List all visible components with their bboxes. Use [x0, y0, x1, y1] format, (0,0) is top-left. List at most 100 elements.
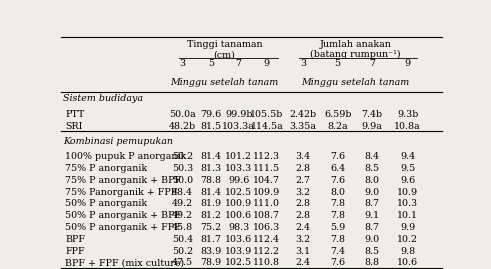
Text: 7.6: 7.6 — [330, 152, 345, 161]
Text: 112.3: 112.3 — [253, 152, 280, 161]
Text: 48.4: 48.4 — [172, 188, 193, 197]
Text: 9.0: 9.0 — [364, 188, 380, 197]
Text: 47.5: 47.5 — [172, 259, 193, 267]
Text: PTT: PTT — [65, 110, 84, 119]
Text: 8.0: 8.0 — [364, 176, 380, 185]
Text: 10.3: 10.3 — [397, 199, 418, 208]
Text: 50.0a: 50.0a — [169, 110, 196, 119]
Text: 81.4: 81.4 — [200, 188, 221, 197]
Text: 8.0: 8.0 — [330, 188, 345, 197]
Text: 9.5: 9.5 — [400, 164, 415, 173]
Text: 7: 7 — [369, 59, 375, 68]
Text: 8.7: 8.7 — [364, 223, 380, 232]
Text: 8.5: 8.5 — [364, 164, 380, 173]
Text: 45.8: 45.8 — [172, 223, 193, 232]
Text: (cm): (cm) — [214, 50, 236, 59]
Text: 99.6: 99.6 — [228, 176, 249, 185]
Text: 75.2: 75.2 — [200, 223, 221, 232]
Text: 78.9: 78.9 — [200, 259, 221, 267]
Text: 81.7: 81.7 — [200, 235, 221, 244]
Text: 7.6: 7.6 — [330, 259, 345, 267]
Text: 9.9a: 9.9a — [361, 122, 382, 131]
Text: BPF + FPF (mix culture): BPF + FPF (mix culture) — [65, 259, 184, 267]
Text: 3.4: 3.4 — [296, 152, 311, 161]
Text: 112.4: 112.4 — [253, 235, 280, 244]
Text: 50.4: 50.4 — [172, 235, 193, 244]
Text: 7.6: 7.6 — [330, 176, 345, 185]
Text: 100.9: 100.9 — [225, 199, 252, 208]
Text: FPF: FPF — [65, 247, 85, 256]
Text: 2.42b: 2.42b — [290, 110, 317, 119]
Text: 81.9: 81.9 — [200, 199, 221, 208]
Text: Tinggi tanaman: Tinggi tanaman — [187, 40, 262, 48]
Text: 2.8: 2.8 — [296, 164, 310, 173]
Text: 5: 5 — [208, 59, 214, 68]
Text: 2.8: 2.8 — [296, 199, 310, 208]
Text: 10.6: 10.6 — [397, 259, 418, 267]
Text: 81.5: 81.5 — [200, 122, 221, 131]
Text: Minggu setelah tanam: Minggu setelah tanam — [170, 78, 279, 87]
Text: 10.2: 10.2 — [397, 235, 418, 244]
Text: 6.59b: 6.59b — [324, 110, 352, 119]
Text: 8.7: 8.7 — [364, 199, 380, 208]
Text: 5: 5 — [334, 59, 341, 68]
Text: 9.6: 9.6 — [400, 176, 415, 185]
Text: 3.2: 3.2 — [296, 188, 311, 197]
Text: 3.35a: 3.35a — [290, 122, 317, 131]
Text: 8.4: 8.4 — [364, 152, 380, 161]
Text: Minggu setelah tanam: Minggu setelah tanam — [301, 78, 409, 87]
Text: 106.3: 106.3 — [253, 223, 280, 232]
Text: Sistem budidaya: Sistem budidaya — [63, 94, 143, 103]
Text: 9: 9 — [264, 59, 270, 68]
Text: 7.8: 7.8 — [330, 199, 345, 208]
Text: 7.8: 7.8 — [330, 235, 345, 244]
Text: 50.2: 50.2 — [172, 247, 193, 256]
Text: 2.7: 2.7 — [296, 176, 310, 185]
Text: 10.9: 10.9 — [397, 188, 418, 197]
Text: 48.2b: 48.2b — [169, 122, 196, 131]
Text: 75% Panorganik + FPF: 75% Panorganik + FPF — [65, 188, 178, 197]
Text: 9.4: 9.4 — [400, 152, 415, 161]
Text: 50% P anorganik: 50% P anorganik — [65, 199, 147, 208]
Text: 99.9b: 99.9b — [225, 110, 252, 119]
Text: 7: 7 — [236, 59, 242, 68]
Text: 104.7: 104.7 — [253, 176, 280, 185]
Text: 83.9: 83.9 — [200, 247, 221, 256]
Text: 108.7: 108.7 — [253, 211, 280, 220]
Text: 114.5a: 114.5a — [250, 122, 283, 131]
Text: 6.4: 6.4 — [330, 164, 345, 173]
Text: 103.3: 103.3 — [225, 164, 252, 173]
Text: 103.3a: 103.3a — [222, 122, 255, 131]
Text: 7.4: 7.4 — [330, 247, 345, 256]
Text: 9.8: 9.8 — [400, 247, 415, 256]
Text: 49.2: 49.2 — [172, 199, 193, 208]
Text: 5.9: 5.9 — [330, 223, 345, 232]
Text: 111.0: 111.0 — [253, 199, 280, 208]
Text: 7.4b: 7.4b — [361, 110, 382, 119]
Text: 49.2: 49.2 — [172, 211, 193, 220]
Text: 3: 3 — [179, 59, 186, 68]
Text: 9.3b: 9.3b — [397, 110, 418, 119]
Text: 50.3: 50.3 — [172, 164, 193, 173]
Text: 8.8: 8.8 — [364, 259, 380, 267]
Text: 101.2: 101.2 — [225, 152, 252, 161]
Text: (batang rumpun⁻¹): (batang rumpun⁻¹) — [310, 50, 401, 59]
Text: 10.1: 10.1 — [397, 211, 418, 220]
Text: 98.3: 98.3 — [228, 223, 249, 232]
Text: 110.8: 110.8 — [253, 259, 280, 267]
Text: BPF: BPF — [65, 235, 85, 244]
Text: 109.9: 109.9 — [253, 188, 280, 197]
Text: SRI: SRI — [65, 122, 82, 131]
Text: 50.2: 50.2 — [172, 152, 193, 161]
Text: 50.0: 50.0 — [172, 176, 193, 185]
Text: 81.2: 81.2 — [200, 211, 221, 220]
Text: 81.3: 81.3 — [200, 164, 221, 173]
Text: 10.8a: 10.8a — [394, 122, 421, 131]
Text: 3.1: 3.1 — [296, 247, 311, 256]
Text: 79.6: 79.6 — [200, 110, 221, 119]
Text: 3: 3 — [300, 59, 306, 68]
Text: 75% P anorganik + BPF: 75% P anorganik + BPF — [65, 176, 181, 185]
Text: 100% pupuk P anorganik: 100% pupuk P anorganik — [65, 152, 187, 161]
Text: 2.4: 2.4 — [296, 223, 310, 232]
Text: Kombinasi pemupukan: Kombinasi pemupukan — [63, 137, 173, 146]
